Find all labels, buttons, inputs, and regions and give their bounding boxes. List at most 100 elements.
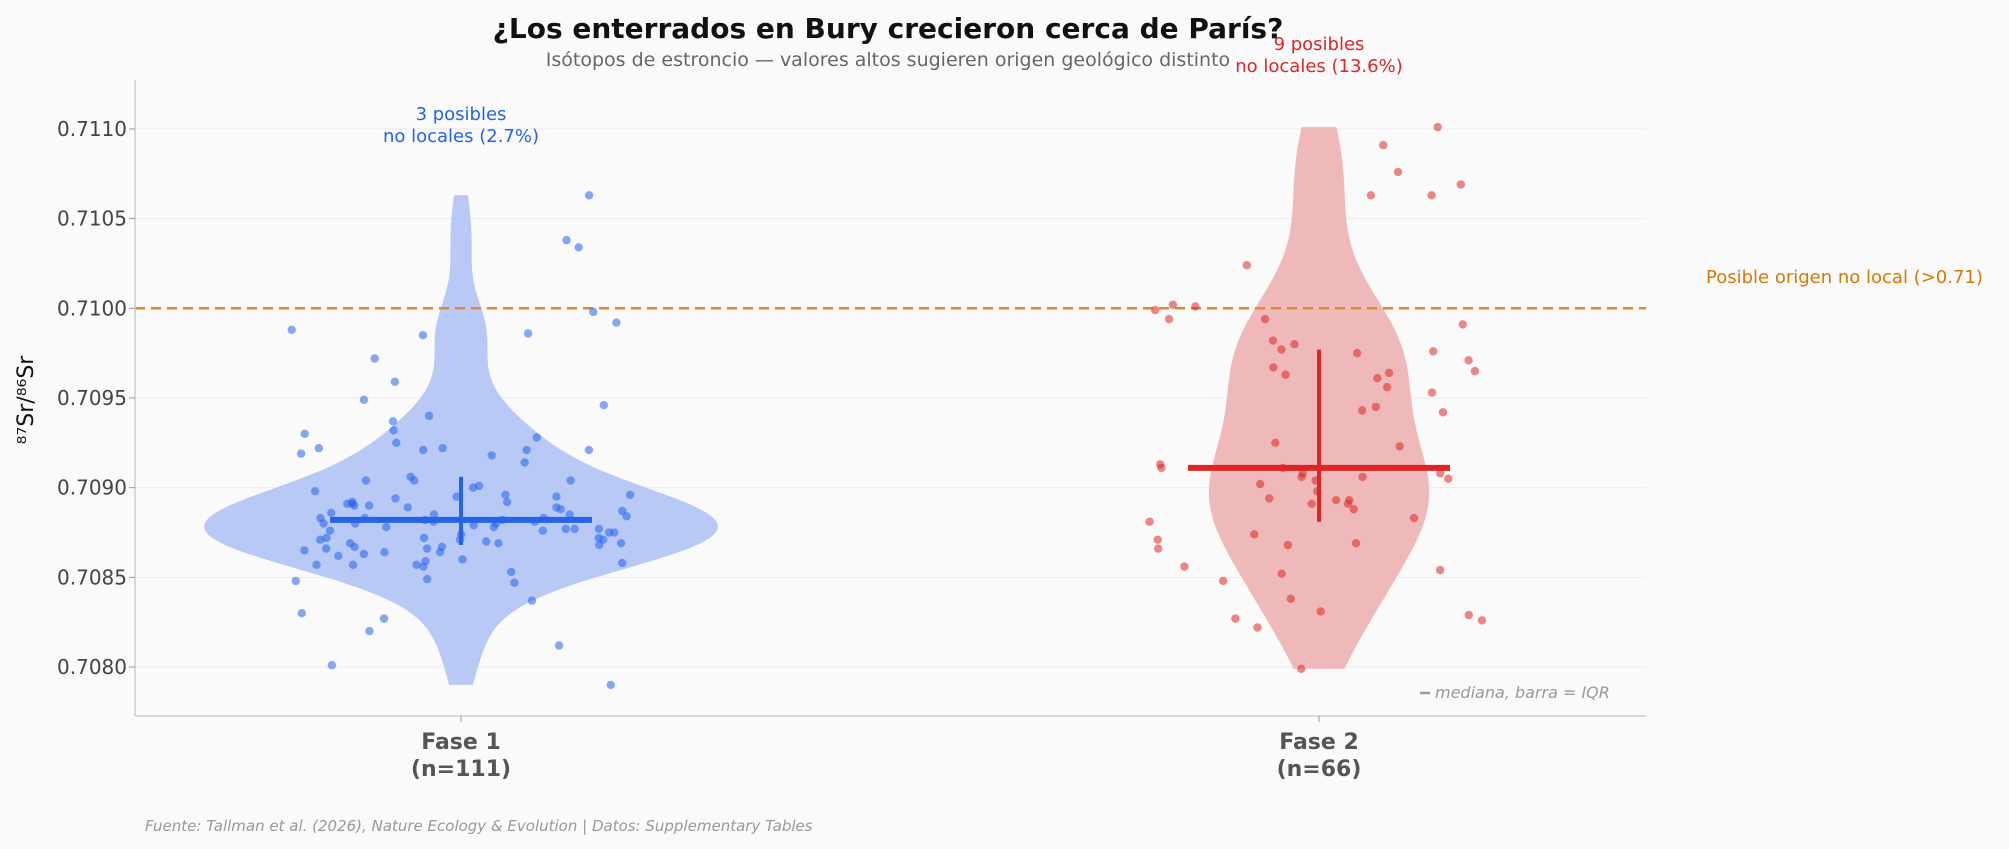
data-point [520,458,529,467]
data-point [1458,320,1467,329]
data-point [370,354,379,363]
data-point [570,524,579,534]
data-point [382,522,391,532]
data-point [364,501,374,510]
x-tick-label-name: Fase 2 [1279,730,1359,755]
data-point [1477,616,1487,625]
data-point [1154,544,1163,553]
data-point [361,476,371,485]
data-point [1286,594,1296,603]
data-point [310,487,320,496]
y-tick-label: 0.7110 [57,117,127,141]
y-tick-label: 0.7090 [57,476,127,500]
data-point [296,449,306,458]
data-point [458,555,467,564]
data-point [1409,513,1419,523]
data-point [606,680,615,690]
data-point [561,524,570,534]
data-point [527,596,537,605]
data-point [325,526,335,535]
data-point [348,497,357,507]
data-point [589,307,598,317]
y-tick-label: 0.7100 [57,296,127,320]
data-point [419,533,429,543]
data-point [435,548,445,557]
x-ticks: Fase 1(n=111) Fase 2(n=66) [411,716,1361,782]
data-point [316,513,325,523]
data-point [501,490,510,499]
data-point [1307,499,1316,508]
data-point [1298,469,1308,478]
source-note: Fuente: Tallman et al. (2026), Nature Ec… [145,817,813,835]
data-point [1343,499,1353,508]
data-point [1281,370,1290,379]
violin-1 [204,195,718,685]
data-point [1145,517,1154,526]
data-point [523,329,533,338]
data-point [538,526,547,535]
data-point [1464,610,1474,620]
data-point [1427,191,1436,200]
data-point [556,505,565,514]
data-point [1164,314,1174,324]
data-point [566,476,575,485]
data-point [359,549,368,559]
data-point [594,524,604,534]
data-point [626,490,635,499]
chart-subtitle: Isótopos de estroncio — valores altos su… [546,49,1230,71]
nonlocal-annotation-line1: 9 posibles [1274,34,1365,55]
data-point [1444,474,1453,483]
data-point [1242,261,1252,270]
data-point [1297,664,1306,673]
data-point [390,377,400,386]
chart-title: ¿Los enterrados en Bury crecieron cerca … [493,12,1284,45]
data-point [532,433,541,442]
data-point [312,560,321,569]
data-point [482,537,491,546]
data-point [1256,479,1265,489]
data-point [1253,623,1262,632]
data-point [287,325,296,334]
data-point [1351,539,1361,548]
data-point [599,400,608,410]
data-point [574,243,583,252]
data-point [1151,305,1160,315]
data-point [522,445,531,455]
data-point [552,492,561,501]
data-point [612,318,621,327]
data-point [618,558,627,568]
data-point [424,411,434,421]
x-tick-label-name: Fase 1 [421,730,501,755]
data-point [1464,356,1473,365]
data-point [1269,363,1278,372]
data-point [469,521,478,530]
data-point [1433,122,1442,132]
data-point [418,331,428,340]
data-point [1393,167,1403,177]
data-point [1250,530,1259,539]
data-point [469,483,478,492]
data-point [419,562,428,571]
y-tick-label: 0.7080 [57,655,127,679]
data-point [1435,565,1445,575]
data-point [438,444,447,453]
data-point [291,576,300,586]
data-point [1384,368,1394,378]
data-point [1470,366,1480,376]
data-point [388,417,398,426]
data-point [1180,562,1189,571]
data-point [365,626,374,636]
data-point [389,426,398,435]
data-point [610,528,619,537]
nonlocal-annotation-line1: 3 posibles [416,104,507,125]
data-point [1429,347,1438,356]
median-iqr-markers [330,349,1450,546]
data-point [562,235,571,245]
x-tick-label-n: (n=111) [411,757,511,782]
data-point [622,512,631,521]
data-point [1218,576,1228,586]
data-point [391,494,400,503]
data-point [503,497,512,507]
data-point [1271,438,1280,447]
